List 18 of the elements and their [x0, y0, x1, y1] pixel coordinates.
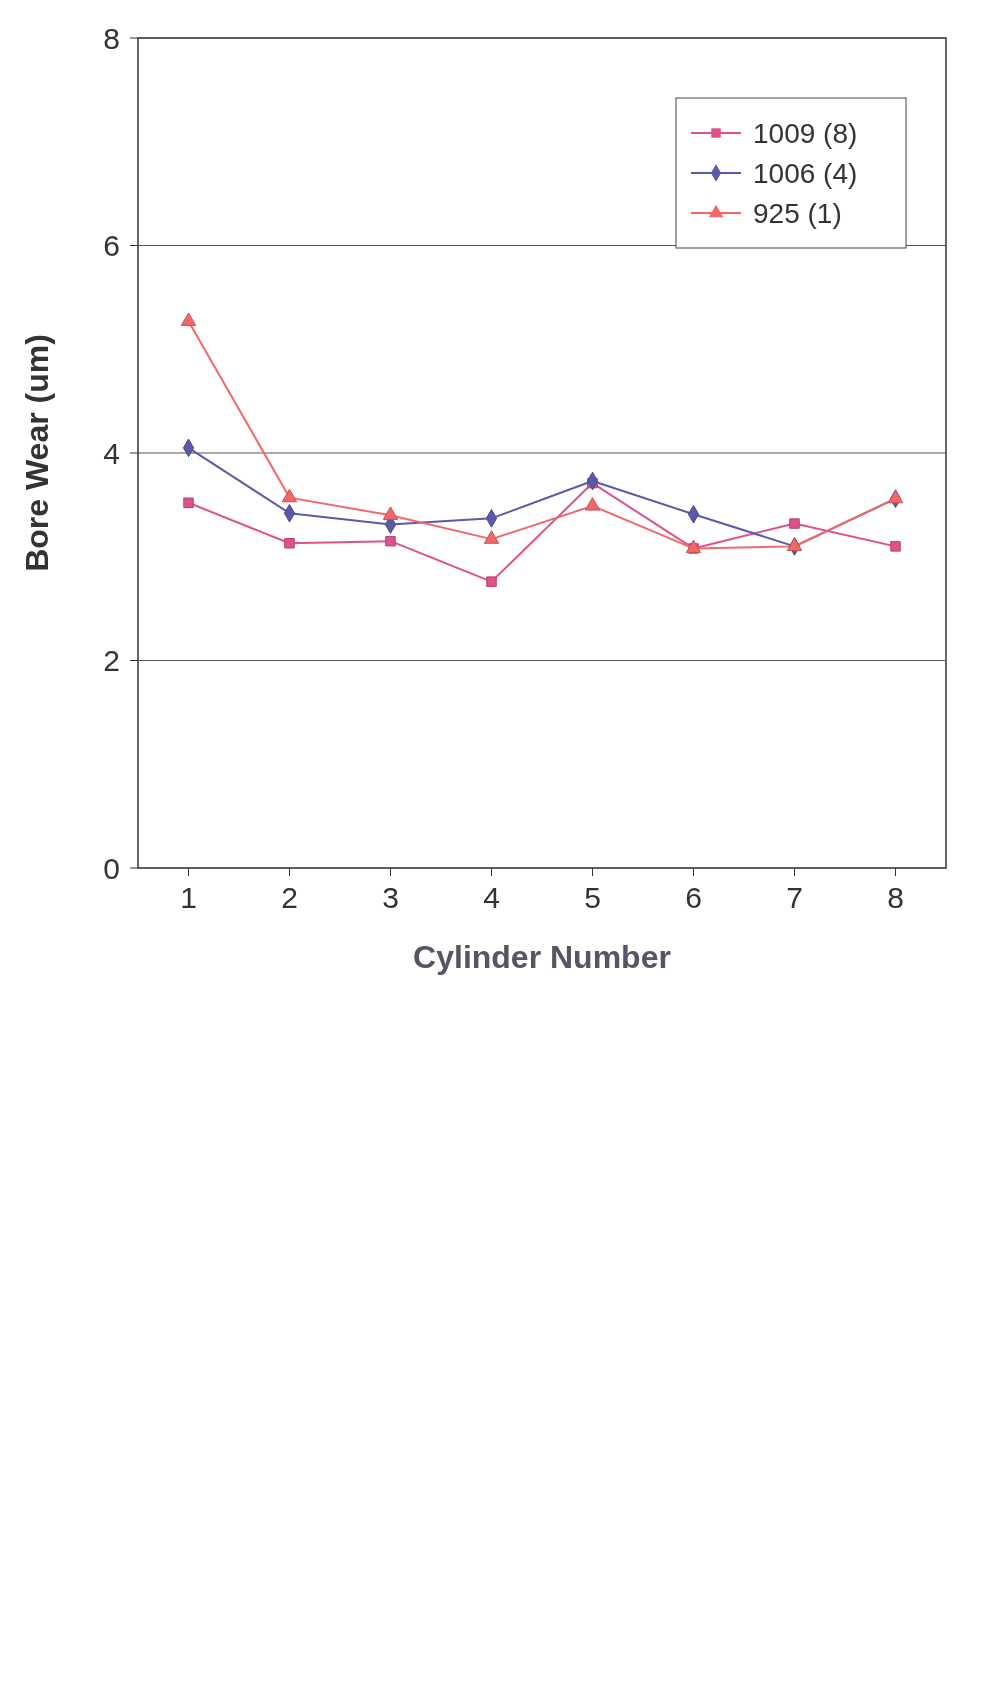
x-tick-label: 8: [887, 881, 904, 914]
x-tick-label: 7: [786, 881, 803, 914]
y-tick-label: 6: [103, 229, 120, 262]
y-tick-label: 0: [103, 851, 120, 885]
legend-label: 925 (1): [753, 197, 842, 229]
y-tick-label: 4: [103, 436, 120, 470]
y-tick-label: 8: [103, 21, 120, 55]
legend-label: 1006 (4): [753, 157, 858, 189]
x-tick-label: 4: [483, 881, 500, 914]
x-tick-label: 5: [584, 881, 601, 914]
x-tick-label: 6: [685, 881, 702, 914]
x-tick-label: 1: [180, 881, 197, 914]
x-tick-label: 3: [382, 881, 399, 914]
y-axis-title: Bore Wear (um): [19, 334, 55, 572]
legend-label: 1009 (8): [753, 117, 858, 149]
x-tick-label: 2: [281, 881, 298, 914]
x-axis-title: Cylinder Number: [413, 939, 671, 975]
y-tick-label: 2: [103, 644, 120, 677]
